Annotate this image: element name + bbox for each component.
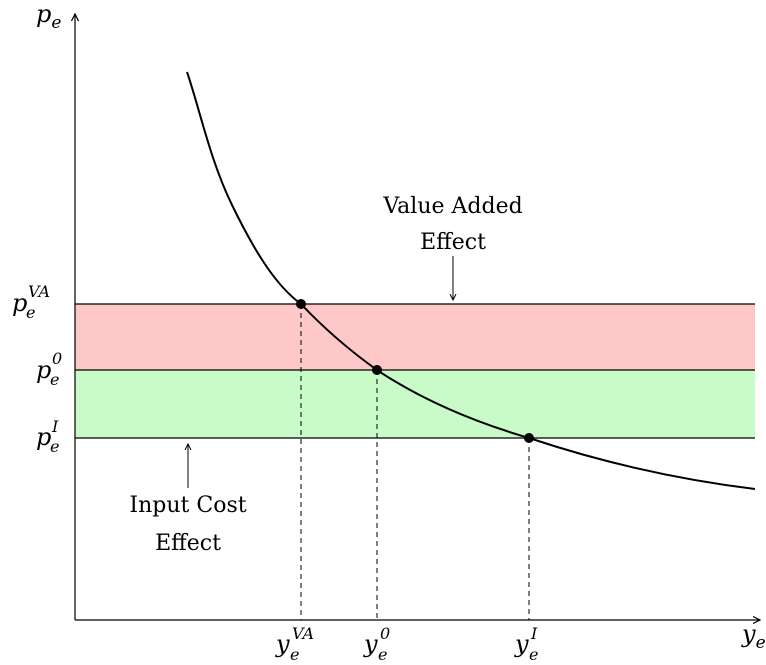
svg-text:e: e [290,645,299,664]
input-cost-band [75,370,755,438]
svg-text:y: y [275,630,290,658]
input-cost-annotation: Input Cost Effect [129,444,247,556]
svg-text:e: e [26,303,35,322]
svg-text:I: I [530,624,538,643]
price-label-va: p e VA [12,282,50,322]
svg-text:e: e [378,645,387,664]
svg-text:Input Cost: Input Cost [129,493,246,518]
svg-text:p: p [12,289,27,317]
svg-text:p: p [36,423,51,451]
quantity-label-va: y e VA [275,624,314,664]
svg-text:Effect: Effect [155,531,221,556]
svg-text:y: y [514,630,529,658]
x-axis-label: ye [741,620,766,653]
svg-text:p: p [36,356,51,384]
point-input [524,433,534,443]
quantity-label-input: y e I [514,624,538,664]
svg-text:Effect: Effect [420,230,486,255]
svg-text:y: y [363,630,378,658]
point-zero [372,365,382,375]
quantity-label-zero: y e 0 [363,624,390,664]
value-added-annotation: Value Added Effect [382,194,523,300]
svg-text:0: 0 [52,349,62,368]
y-axis-label: pe [36,0,61,33]
svg-text:e: e [529,645,538,664]
svg-text:VA: VA [28,282,50,301]
svg-text:0: 0 [380,624,390,643]
svg-text:e: e [50,370,59,389]
demand-curve [186,71,756,490]
point-va [296,299,306,309]
price-label-input: p e I [36,417,59,456]
value-added-band [75,304,755,370]
svg-text:VA: VA [292,624,314,643]
svg-text:e: e [50,437,59,456]
svg-text:Value Added: Value Added [382,194,522,219]
svg-text:I: I [51,417,59,436]
price-label-zero: p e 0 [36,349,62,389]
